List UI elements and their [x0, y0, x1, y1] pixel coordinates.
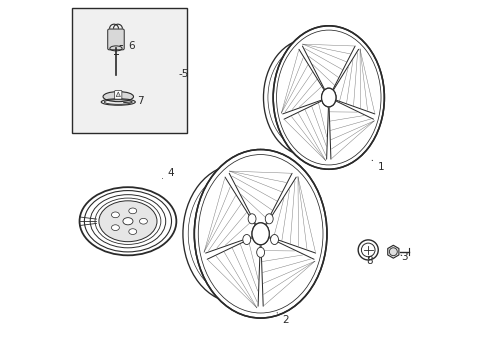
Text: -5: -5	[178, 69, 188, 79]
Ellipse shape	[321, 88, 335, 107]
Text: 4: 4	[162, 168, 174, 179]
Ellipse shape	[122, 218, 133, 225]
Text: 6: 6	[120, 41, 135, 50]
Ellipse shape	[243, 234, 250, 244]
Ellipse shape	[256, 247, 264, 257]
Ellipse shape	[194, 149, 326, 318]
Polygon shape	[116, 92, 120, 96]
Ellipse shape	[139, 219, 147, 224]
Text: 8: 8	[366, 256, 372, 266]
Ellipse shape	[128, 229, 137, 234]
Ellipse shape	[273, 26, 384, 169]
Text: 7: 7	[123, 96, 143, 106]
Ellipse shape	[99, 201, 157, 242]
Ellipse shape	[251, 223, 269, 245]
Polygon shape	[387, 245, 398, 258]
Ellipse shape	[247, 214, 256, 224]
Ellipse shape	[128, 208, 137, 214]
Ellipse shape	[263, 39, 354, 156]
Ellipse shape	[183, 165, 291, 303]
Ellipse shape	[111, 212, 119, 218]
FancyBboxPatch shape	[107, 29, 124, 50]
FancyBboxPatch shape	[72, 8, 187, 134]
Ellipse shape	[264, 214, 273, 224]
Text: 1: 1	[371, 160, 383, 172]
Ellipse shape	[251, 223, 269, 245]
Text: 2: 2	[277, 313, 288, 325]
FancyBboxPatch shape	[115, 90, 122, 99]
Ellipse shape	[111, 225, 119, 230]
Ellipse shape	[103, 91, 133, 102]
Text: 3: 3	[400, 252, 407, 262]
Ellipse shape	[270, 234, 278, 244]
Ellipse shape	[321, 88, 335, 107]
